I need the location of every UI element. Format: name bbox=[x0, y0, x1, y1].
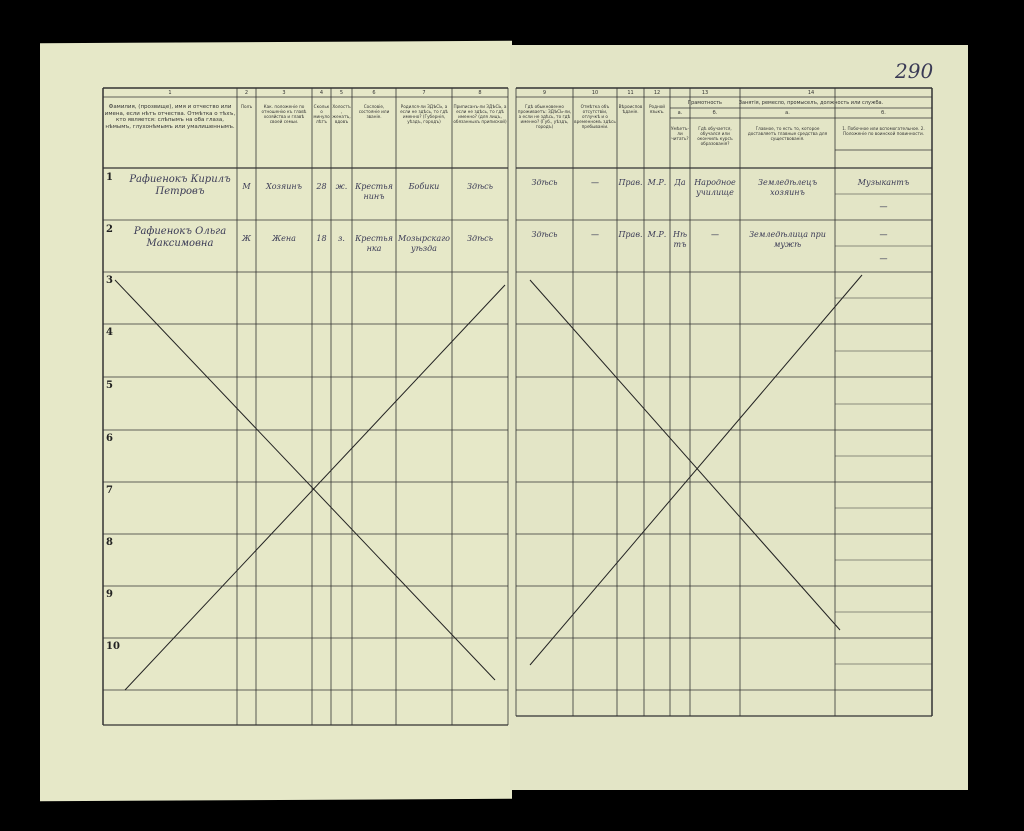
cell-education: — bbox=[711, 230, 719, 239]
column-header: Родился-ли ЗДѢСЬ, а если не здѣсь, то гд… bbox=[400, 104, 448, 124]
column-number: 7 bbox=[422, 90, 426, 96]
column-number: 3 bbox=[282, 90, 286, 96]
cell-side-occupation: Музыкантъ bbox=[857, 178, 910, 187]
column-number: 6 bbox=[372, 90, 376, 96]
cell-age: 18 bbox=[316, 234, 327, 243]
cell-religion: Прав. bbox=[618, 178, 643, 187]
cell-military: — bbox=[879, 202, 888, 211]
cell-literate: Нѣтъ bbox=[672, 230, 688, 249]
column-number: 12 bbox=[653, 90, 661, 96]
cell-side-occupation: — bbox=[879, 230, 888, 239]
column-header: Фамилия, (прозвище), имя и отчество или … bbox=[104, 104, 236, 130]
column-number: 4 bbox=[319, 90, 324, 96]
cell-born: Бобики bbox=[408, 182, 440, 191]
row-number: 9 bbox=[106, 589, 113, 600]
cell-religion: Прав. bbox=[618, 230, 643, 239]
cancel-line bbox=[529, 274, 863, 666]
cancel-line bbox=[114, 279, 496, 681]
cell-education: Народное училище bbox=[694, 178, 736, 197]
subcolumn-header: Гдѣ обучается, обучался или окончилъ кур… bbox=[697, 126, 733, 146]
column-number: 9 bbox=[542, 90, 547, 96]
column-header: Как. положеніе по отношенію къ главѣ хоз… bbox=[261, 104, 307, 124]
page-number: 290 bbox=[895, 59, 934, 83]
column-header: Полъ bbox=[240, 104, 253, 109]
column-number: 10 bbox=[591, 90, 599, 96]
cell-born: Мозырскаго уѣзда bbox=[398, 234, 450, 253]
column-number: 8 bbox=[478, 90, 482, 96]
cancel-line bbox=[529, 279, 841, 631]
column-header: Грамотность bbox=[688, 100, 722, 106]
row-number: 6 bbox=[106, 433, 113, 444]
cell-estate: Крестьянинъ bbox=[355, 182, 393, 201]
column-number: 5 bbox=[339, 90, 344, 96]
cell-relation: Жена bbox=[272, 234, 296, 243]
cell-absence: — bbox=[591, 178, 599, 187]
cell-absence: — bbox=[591, 230, 599, 239]
column-header: Сколько минуло лѣтъ bbox=[313, 104, 330, 124]
subcolumn-header: Главное, то есть то, которое доставляетъ… bbox=[747, 126, 828, 141]
cell-age: 28 bbox=[316, 182, 327, 191]
subcolumn-header: Умѣетъ-ли читать? bbox=[671, 126, 690, 141]
subcolumn-label: б. bbox=[881, 110, 886, 116]
row-number: 5 bbox=[106, 380, 113, 391]
column-header: Занятія, ремесло, промыселъ, должность и… bbox=[738, 100, 884, 106]
column-header: Вѣроисповѣданіе. bbox=[618, 104, 643, 114]
column-header: Приписанъ-ли ЗДѢСЬ, а если не здѣсь, то … bbox=[453, 104, 507, 124]
cell-sex: Ж bbox=[242, 234, 251, 243]
cell-language: М.Р. bbox=[647, 178, 667, 187]
row-number: 3 bbox=[106, 275, 113, 286]
cell-literate: Да bbox=[674, 178, 686, 187]
cell-registered: Здѣсь bbox=[467, 234, 493, 243]
row-number: 4 bbox=[106, 327, 113, 338]
subcolumn-label: а. bbox=[785, 110, 790, 116]
row-number: 10 bbox=[106, 641, 120, 652]
cell-marital: ж. bbox=[335, 182, 348, 191]
cell-registered: Здѣсь bbox=[467, 182, 493, 191]
column-number: 11 bbox=[627, 90, 634, 96]
column-header: Отмѣтка объ отсутствіи, отлучкѣ и о врем… bbox=[574, 104, 616, 129]
row-number: 7 bbox=[106, 485, 113, 496]
cell-marital: з. bbox=[338, 234, 345, 243]
cell-estate: Крестьянка bbox=[355, 234, 393, 253]
person-name: Рафиенокъ Кирилъ Петровъ bbox=[129, 174, 231, 197]
column-number: 2 bbox=[244, 90, 249, 96]
column-header: Гдѣ обыкновенно проживаетъ: ЗДѢСЬ-ли, а … bbox=[517, 104, 572, 129]
column-number: 1 bbox=[168, 90, 172, 96]
person-name: Рафиенокъ Ольга Максимовна bbox=[133, 226, 227, 249]
column-header: Родной языкъ. bbox=[648, 104, 665, 114]
cell-resides: Здѣсь bbox=[531, 178, 558, 187]
column-number: 14 bbox=[807, 90, 815, 96]
column-number: 13 bbox=[701, 90, 709, 96]
cell-occupation: Земледѣлецъ хозяинъ bbox=[757, 178, 818, 197]
row-number: 8 bbox=[106, 537, 113, 548]
subcolumn-label: а. bbox=[677, 110, 683, 116]
row-number: 2 bbox=[106, 224, 113, 235]
cell-occupation: Земледѣлица при мужѣ bbox=[749, 230, 826, 249]
cell-military: — bbox=[879, 254, 888, 263]
subcolumn-label: б. bbox=[712, 110, 718, 116]
cell-sex: М bbox=[242, 182, 251, 191]
subcolumn-header: 1. Побочное или вспомогательное. 2. Поло… bbox=[842, 126, 925, 136]
right-page bbox=[510, 45, 968, 790]
column-header: Сословіе, состояніе или званіе. bbox=[358, 104, 390, 119]
column-header: Холостъ, женатъ, вдовъ bbox=[332, 104, 351, 124]
cell-resides: Здѣсь bbox=[531, 230, 558, 239]
row-number: 1 bbox=[106, 172, 113, 183]
cancel-line bbox=[124, 284, 506, 691]
cell-relation: Хозяинъ bbox=[266, 182, 302, 191]
cell-language: М.Р. bbox=[647, 230, 667, 239]
